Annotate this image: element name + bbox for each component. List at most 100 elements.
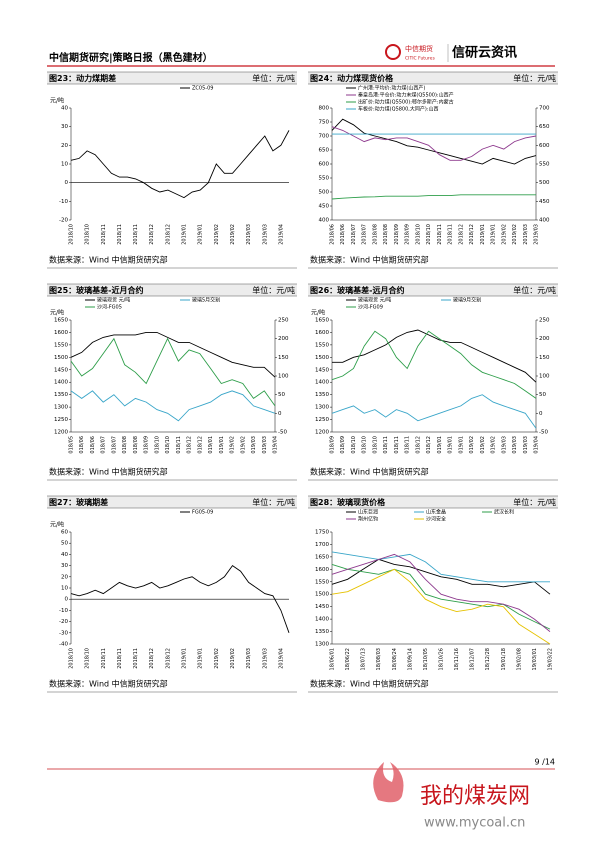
y-tick-label: 1300 <box>315 642 329 648</box>
y-tick-label: 1650 <box>315 554 329 560</box>
y-tick-label: 1500 <box>315 592 329 598</box>
x-tick-label: 18/07/13 <box>361 648 367 670</box>
y2-tick-label: 500 <box>539 180 550 186</box>
x-tick-label: 19/03/22 <box>548 648 554 670</box>
x-tick-label: 2019/03 <box>246 224 252 245</box>
x-tick-label: 018/09 <box>330 436 336 454</box>
title-bar <box>308 72 558 84</box>
legend-label: 车板价:动力煤(Q5800,大同产):山西 <box>358 106 439 113</box>
x-tick-label: 2018/09 <box>394 224 400 245</box>
brand: 信研云资讯 <box>452 45 517 61</box>
chart-unit: 单位：元/吨 <box>513 285 556 295</box>
y-tick-label: 1450 <box>54 367 68 373</box>
title-bar <box>47 284 297 296</box>
x-tick-label: 2019/01 <box>198 224 204 245</box>
title-bar <box>308 284 558 296</box>
y-tick-label: 1450 <box>315 604 329 610</box>
x-tick-label: 2018/07 <box>351 224 357 245</box>
legend-label: 武汉长利 <box>494 509 514 516</box>
x-tick-label: 19/01/18 <box>501 648 507 670</box>
chart-source: 数据来源：Wind 中信期货研究部 <box>310 679 429 689</box>
watermark-url: www.mycoal.cn <box>424 816 525 831</box>
y2-tick-label: 650 <box>539 124 550 130</box>
chart-title: 图25：玻璃基差-近月合约 <box>49 285 143 295</box>
x-tick-label: 018/09 <box>340 436 346 454</box>
x-tick-label: 18/09/14 <box>407 648 413 670</box>
y-tick-label: -10 <box>59 199 68 205</box>
y2-tick-label: 50 <box>539 392 546 398</box>
y-tick-label: 1250 <box>315 417 329 423</box>
x-tick-label: 2019/02 <box>501 224 507 245</box>
y2-tick-label: 0 <box>278 411 282 417</box>
y-tick-label: 1350 <box>54 392 68 398</box>
x-tick-label: 2019/03 <box>262 648 268 669</box>
legend-label: 玻璃现货 元/吨 <box>358 297 391 304</box>
y-tick-label: 1300 <box>315 405 329 411</box>
chart-title: 图27：玻璃期差 <box>49 497 108 507</box>
x-tick-label: 2018/07 <box>362 224 368 245</box>
legend-label: 沙河-FG09 <box>358 304 383 311</box>
y-tick-label: 800 <box>319 106 330 112</box>
x-tick-label: 018/07 <box>101 436 107 454</box>
x-tick-label: 019/01 <box>208 436 214 454</box>
y-tick-label: 1650 <box>315 318 329 324</box>
x-tick-label: 018/10 <box>154 436 160 454</box>
y-tick-label: 1500 <box>315 355 329 361</box>
legend-label: ZC05-09 <box>192 86 213 92</box>
x-tick-label: 018/11 <box>405 436 411 454</box>
y-tick-label: 550 <box>319 176 330 182</box>
y-tick-label: 1650 <box>54 318 68 324</box>
y-tick-label: 1200 <box>315 430 329 436</box>
y-tick-label: 20 <box>61 143 68 149</box>
x-tick-label: 18/12/28 <box>485 648 491 670</box>
y-tick-label: 500 <box>319 190 330 196</box>
y-tick-label: 1750 <box>315 530 329 536</box>
x-tick-label: 018/06 <box>79 436 85 454</box>
x-tick-label: 019/02 <box>230 436 236 454</box>
x-tick-label: 2018/09 <box>405 224 411 245</box>
x-tick-label: 019/03 <box>512 436 518 454</box>
y-tick-label: 1600 <box>315 330 329 336</box>
x-tick-label: 019/01 <box>219 436 225 454</box>
x-tick-label: 019/04 <box>273 436 279 454</box>
x-tick-label: 2018/11 <box>133 648 139 669</box>
x-tick-label: 018/12 <box>187 436 193 454</box>
y-tick-label: 450 <box>319 204 330 210</box>
x-tick-label: 2018/10 <box>85 224 91 245</box>
y2-tick-label: 400 <box>539 218 550 224</box>
x-tick-label: 2018/10 <box>69 224 75 245</box>
x-tick-label: 019/04 <box>534 436 540 454</box>
y2-tick-label: 200 <box>278 336 289 342</box>
legend-label: 沙河-FG05 <box>97 304 122 311</box>
chart-unit: 单位：元/吨 <box>513 497 556 507</box>
logo-cn: 中信期货 <box>405 44 433 53</box>
legend-label: 玻璃9月交割 <box>453 297 481 304</box>
x-tick-label: 019/01 <box>437 436 443 454</box>
x-tick-label: 2018/12 <box>165 648 171 669</box>
chart-unit: 单位：元/吨 <box>513 73 556 83</box>
x-tick-label: 2019/03 <box>246 648 252 669</box>
x-tick-label: 018/12 <box>415 436 421 454</box>
x-tick-label: 18/06/01 <box>330 648 336 670</box>
x-tick-label: 2018/11 <box>448 224 454 245</box>
title-bar <box>308 496 558 508</box>
x-tick-label: 019/03 <box>251 436 257 454</box>
watermark-icon <box>373 762 404 803</box>
y2-tick-label: 50 <box>278 392 285 398</box>
x-tick-label: 18/10/05 <box>423 648 429 670</box>
y-axis-label: 元/吨 <box>50 309 64 317</box>
y-axis-label: 元/吨 <box>50 521 64 529</box>
title-bar <box>47 72 297 84</box>
y-tick-label: 10 <box>61 586 68 592</box>
x-tick-label: 018/08 <box>122 436 128 454</box>
y2-tick-label: -50 <box>539 430 548 436</box>
y2-tick-label: 550 <box>539 162 550 168</box>
x-tick-label: 2018/12 <box>469 224 475 245</box>
y-tick-label: 1600 <box>315 567 329 573</box>
y-tick-label: -10 <box>59 608 68 614</box>
x-tick-label: 018/11 <box>394 436 400 454</box>
x-tick-label: 018/08 <box>133 436 139 454</box>
y-tick-label: 1350 <box>315 629 329 635</box>
y-tick-label: -20 <box>59 218 68 224</box>
x-tick-label: 018/05 <box>69 436 75 454</box>
